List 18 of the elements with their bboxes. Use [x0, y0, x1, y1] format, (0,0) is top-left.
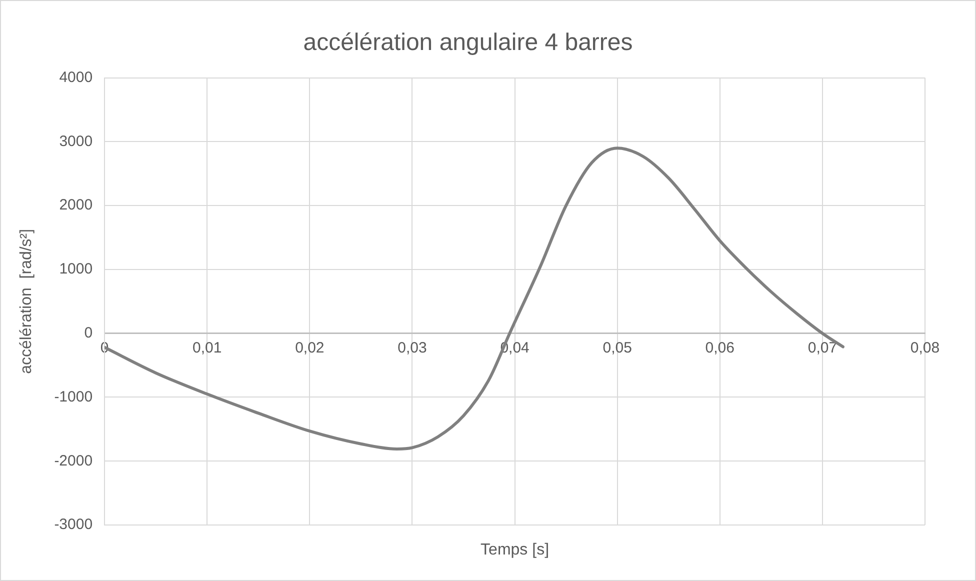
y-tick-label: 3000 [59, 132, 93, 150]
x-tick-label: 0,02 [295, 339, 324, 356]
x-tick-label: 0,08 [910, 339, 940, 356]
x-tick-label: 0,07 [808, 339, 838, 356]
y-tick-label: 1000 [59, 260, 93, 278]
chart-title: accélération angulaire 4 barres [303, 29, 633, 56]
x-axis-title: Temps [s] [480, 541, 550, 558]
y-tick-label: 2000 [59, 196, 93, 214]
x-tick-label: 0,06 [705, 339, 734, 356]
x-tick-label: 0,05 [602, 339, 632, 356]
y-tick-label: -2000 [54, 452, 93, 470]
y-axis-title: accélération [rad/s²] [18, 228, 36, 374]
y-tick-label: 0 [84, 324, 93, 342]
y-tick-label: -1000 [54, 388, 93, 406]
x-tick-label: 0,01 [192, 339, 222, 356]
x-tick-label: 0,03 [398, 339, 427, 356]
y-tick-label: 4000 [59, 68, 93, 86]
y-tick-label: -3000 [54, 516, 93, 534]
